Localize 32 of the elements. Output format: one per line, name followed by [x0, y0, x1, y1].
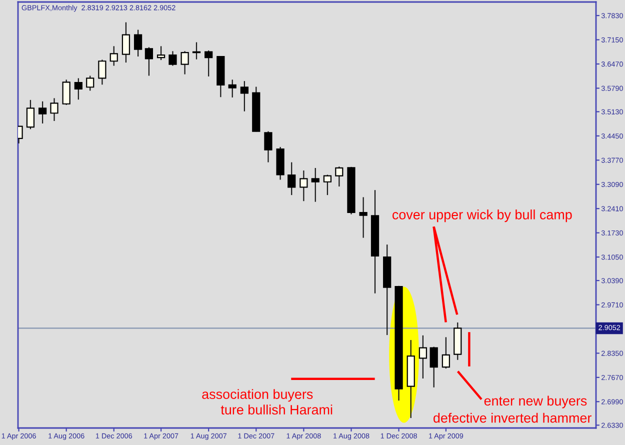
candlestick	[240, 80, 249, 112]
candlestick	[62, 79, 70, 106]
annotation: association buyers	[202, 389, 313, 402]
candlestick	[359, 196, 368, 238]
candlestick	[442, 336, 450, 370]
candlestick	[74, 78, 82, 100]
candlestick	[430, 346, 438, 388]
annotation: defective inverted hammer	[434, 412, 592, 423]
candlestick	[156, 46, 166, 61]
candlestick	[311, 167, 320, 202]
candlestick	[300, 170, 308, 202]
candlestick	[86, 75, 94, 92]
candlestick	[228, 79, 236, 98]
candlestick	[204, 50, 213, 77]
annotation: ture bullish Harami	[220, 404, 332, 415]
candlestick	[168, 50, 177, 66]
candlestick	[418, 334, 428, 380]
candlestick	[98, 59, 106, 86]
candlestick	[26, 99, 35, 130]
candlestick	[180, 50, 189, 75]
candlestick	[144, 46, 154, 76]
candlestick	[110, 46, 118, 66]
annotation: enter new buyers	[484, 396, 587, 408]
candlestick	[50, 98, 58, 122]
candlestick	[38, 100, 47, 124]
candlestick	[264, 130, 272, 163]
candlestick	[288, 162, 296, 196]
candlestick	[134, 29, 142, 58]
annotation: cover upper wick by bull camp	[392, 210, 572, 222]
candlestick	[323, 174, 332, 196]
candlestick	[335, 166, 344, 188]
candlestick	[122, 22, 130, 64]
